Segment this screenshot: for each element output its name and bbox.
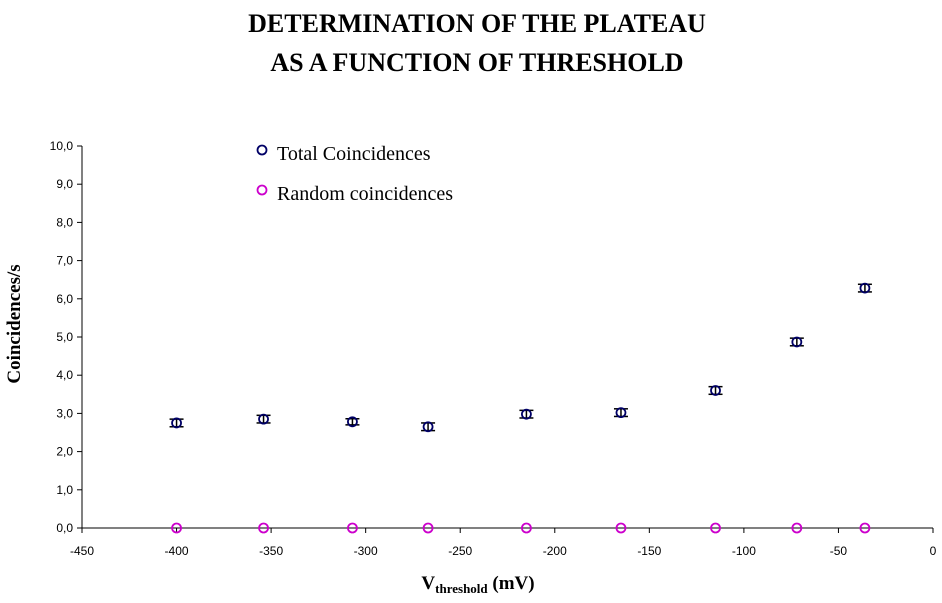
x-tick-label: -350 <box>259 544 283 558</box>
random-coincidences-point <box>422 522 434 534</box>
random-coincidences-point <box>791 522 803 534</box>
x-tick-label: 0 <box>930 544 937 558</box>
chart-title-line-1: DETERMINATION OF THE PLATEAU <box>248 9 706 38</box>
legend-label-random: Random coincidences <box>277 183 453 205</box>
total-coincidences-point <box>258 413 269 425</box>
random-coincidences-point <box>859 522 871 534</box>
x-tick-label: -450 <box>70 544 94 558</box>
total-coincidences-point <box>859 282 871 294</box>
x-tick-label: -150 <box>637 544 661 558</box>
x-tick-label: -400 <box>165 544 189 558</box>
y-tick-label: 10,0 <box>50 139 74 153</box>
x-axis-title-subscript: threshold <box>435 581 488 596</box>
y-tick-labels: 0,0 1,0 2,0 3,0 4,0 5,0 6,0 7,0 8,0 9,0 10,0 <box>50 139 74 535</box>
random-coincidences-point <box>615 522 627 534</box>
y-tick-label: 5,0 <box>56 330 73 344</box>
legend-marker-total <box>256 144 268 156</box>
random-coincidences-point <box>347 522 358 534</box>
random-coincidences-point <box>171 522 182 534</box>
x-tick-labels: -450 -400 -350 -300 -250 -200 -150 -100 -50 0 <box>70 544 937 558</box>
data-marks <box>169 282 872 534</box>
y-tick-label: 3,0 <box>56 406 73 420</box>
total-coincidences-point <box>347 416 358 428</box>
legend-marker-random <box>256 184 268 196</box>
y-tick-label: 1,0 <box>56 483 73 497</box>
total-coincidences-point <box>521 408 532 420</box>
y-axis-title: Coincidences/s <box>4 264 25 383</box>
random-coincidences-point <box>710 522 721 534</box>
x-tick-label: -300 <box>354 544 378 558</box>
y-tick-label: 0,0 <box>56 521 73 535</box>
x-axis-title-main: V <box>421 573 435 594</box>
total-coincidences-point <box>171 417 182 429</box>
random-coincidences-point <box>521 522 532 534</box>
legend-label-total: Total Coincidences <box>277 143 431 165</box>
axes <box>77 145 934 533</box>
x-tick-label: -200 <box>543 544 567 558</box>
total-coincidences-point <box>791 336 803 348</box>
total-coincidences-point <box>422 421 434 433</box>
x-tick-label: -50 <box>830 544 848 558</box>
x-axis-title-unit: (mV) <box>492 573 534 594</box>
y-tick-label: 8,0 <box>56 215 73 229</box>
total-coincidences-point <box>710 385 721 396</box>
chart-title-line-2: AS A FUNCTION OF THRESHOLD <box>270 48 683 77</box>
random-coincidences-point <box>258 522 269 534</box>
x-tick-label: -100 <box>732 544 756 558</box>
y-tick-label: 6,0 <box>56 292 73 306</box>
y-tick-label: 9,0 <box>56 177 73 191</box>
total-coincidences-point <box>615 407 627 419</box>
y-tick-label: 4,0 <box>56 368 73 382</box>
y-tick-label: 7,0 <box>56 254 73 268</box>
y-tick-label: 2,0 <box>56 445 73 459</box>
x-tick-label: -250 <box>448 544 472 558</box>
legend: Total Coincidences Random coincidences <box>256 143 453 205</box>
x-axis-title: Vthreshold (mV) <box>421 573 534 596</box>
